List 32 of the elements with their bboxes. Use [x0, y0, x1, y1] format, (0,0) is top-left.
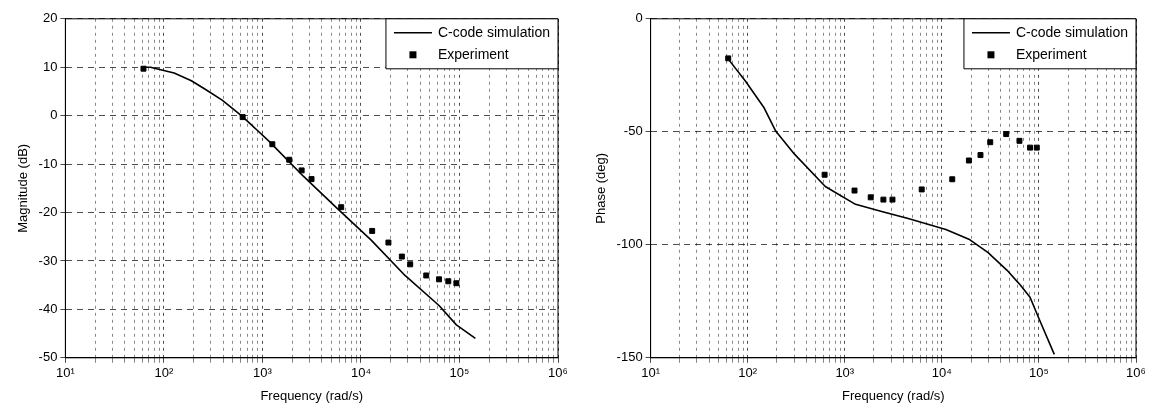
x-tick-label: 10⁶ — [1126, 365, 1146, 381]
y-tick-label: 20 — [42, 10, 58, 26]
x-axis-title: Frequency (rad/s) — [842, 387, 945, 403]
legend-label: C-code simulation — [1015, 23, 1129, 40]
y-tick-label: 0 — [50, 107, 58, 123]
x-tick-label: 10² — [738, 365, 758, 381]
y-tick-label: -20 — [38, 204, 58, 220]
x-tick-label: 10³ — [835, 365, 855, 381]
x-tick-label: 10⁴ — [931, 365, 952, 381]
x-tick-label: 10² — [154, 365, 174, 381]
x-tick-label: 10⁵ — [449, 365, 470, 381]
y-tick-label: 0 — [635, 10, 643, 26]
x-tick-label: 10¹ — [641, 365, 661, 381]
x-tick-label: 10¹ — [55, 365, 76, 381]
y-tick-label: -100 — [616, 236, 643, 252]
y-tick-label: 10 — [42, 58, 58, 74]
legend-label: C-code simulation — [437, 23, 551, 40]
y-tick-label: -50 — [38, 349, 58, 365]
y-tick-label: -150 — [616, 349, 643, 365]
x-tick-label: 10⁶ — [548, 365, 568, 381]
y-tick-label: -40 — [38, 300, 58, 316]
legend-label: Experiment — [437, 45, 509, 62]
x-tick-label: 10⁴ — [350, 365, 371, 381]
y-tick-label: -30 — [38, 252, 58, 268]
x-axis-title: Frequency (rad/s) — [260, 387, 363, 403]
y-axis-title: Magnitude (dB) — [15, 143, 31, 233]
x-tick-label: 10³ — [253, 365, 273, 381]
legend-label: Experiment — [1015, 45, 1087, 62]
y-tick-label: -10 — [38, 155, 58, 171]
y-axis-title: Phase (deg) — [593, 152, 609, 224]
y-tick-label: -50 — [623, 123, 643, 139]
x-tick-label: 10⁵ — [1028, 365, 1049, 381]
